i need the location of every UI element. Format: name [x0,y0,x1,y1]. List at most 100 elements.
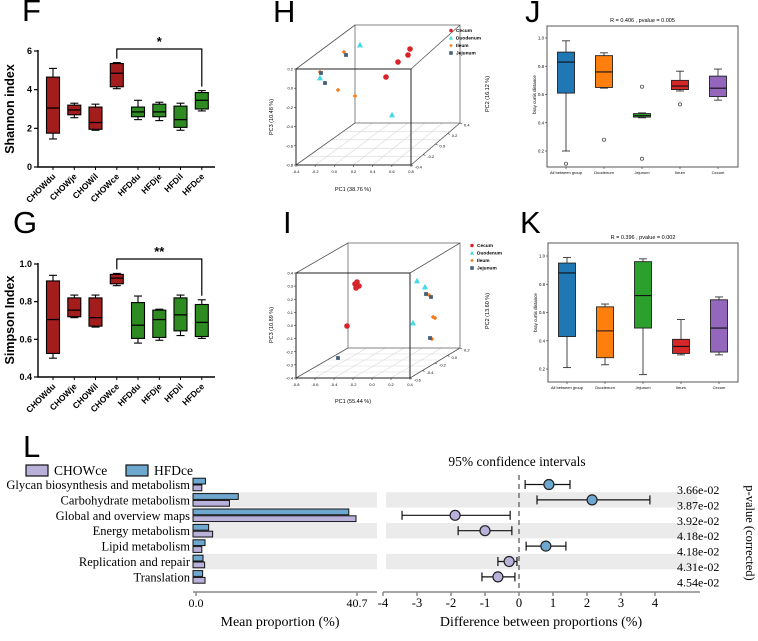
diff-axis-tick: -2 [446,596,456,610]
pc2-tick: 0.0 [452,355,458,360]
box-CHOWdu [45,280,61,355]
legend-marker-cecum [449,28,453,33]
y-tick: 0 [27,162,32,172]
category-label: Translation [134,570,191,584]
y-tick: 1.0 [538,36,545,41]
box-All between group [557,51,575,94]
F-plot: 0246CHOWduCHOWjeCHOWilCHOWceHFDduHFDjeHF… [3,34,215,205]
anosim-boxplot-K: R = 0.396 , pvalue = 0.002 0.2 0.4 0.6 0.8 1.… [533,235,739,390]
panel-F: F 0 2 4 6 CHOWdu CHOWje CHOWil CHOWce HFDdu HFDje… [0,0,245,212]
I-plot: -0.8 -0.6 -0.4 -0.2 0.0 0.2 0.4 0.4 0.3 0.2 0.1 0.0… [269,242,502,405]
diff-axis-tick: -4 [378,596,389,610]
panel-letter-H: H [273,0,296,29]
diff-axis-tick: 2 [584,596,590,610]
point-ileum [335,87,341,93]
y-tick: 0.6 [539,310,546,315]
panel-letter-I: I [283,205,292,240]
box-HFDil [173,105,188,128]
pc3-tick: -0.8 [286,163,294,168]
mean-axis: 0.0 40.7 Mean proportion (%) [189,591,377,630]
significance-bracket [116,258,203,296]
significance-label: * [157,34,163,49]
point-ileum [352,93,358,99]
x-tick-Jejunum: Jejunum [634,170,650,175]
pc3-tick: 0.0 [287,86,293,91]
point-duodenum [388,111,396,118]
panel-H: H -0.4 -0.2 0.0 0.2 0.4 0.6 0.8 0.2 0.0 -0.2 -0.4-… [245,0,507,212]
legend-marker-ileum [449,43,453,48]
box-Duodenum [596,306,614,359]
legend-swatch-HFDce [125,464,149,477]
diff-axis-tick: -1 [480,596,490,610]
y-tick: 0.6 [19,334,32,344]
ci-dot [540,540,552,552]
pc1-axis-label: PC1 (38.76 %) [335,187,371,193]
box-HFDje [152,309,167,339]
box-CHOWje [67,297,82,318]
panel-I: I -0.8 -0.6 -0.4 -0.2 0.0 0.2 0.4 0.4 0.3 0.2 0.1 0… [245,205,507,433]
category-label: Glycan biosynthesis and metabolism [6,478,190,492]
box-Cecum [710,299,728,353]
panel-letter-G: G [13,205,38,240]
diff-axis-tick: -3 [412,596,422,610]
K-plot: R = 0.396 , pvalue = 0.002 0.2 0.4 0.6 0.8 1.… [533,235,739,390]
pc3-tick: 0.4 [287,271,293,276]
legend-label-HFDce: HFDce [154,463,193,478]
pcoa-3d-scatter-genus: -0.4 -0.2 0.0 0.2 0.4 0.6 0.80.20.0-0.2-0.4-0.… [269,24,491,193]
p-value: 4.54e-02 [677,575,719,589]
pc2-tick: 0.2 [452,133,458,138]
point-jejunum [428,336,432,340]
box-Jejunum [634,261,652,329]
pc1-tick: 0.0 [332,169,338,174]
pc2-tick: 0.4 [464,123,470,128]
pc1-tick: 0.8 [408,169,414,174]
box-CHOWil [88,106,103,130]
legend-label-duodenum: Duodenum [477,251,502,257]
shannon-index-boxplot: 0246CHOWduCHOWjeCHOWilCHOWceHFDduHFDjeHF… [3,34,215,205]
ci-dot [543,478,555,491]
point-duodenum [356,41,364,48]
y-tick: 2 [27,123,32,133]
bar-hfdce [192,477,206,485]
pc2-tick: -0.2 [427,154,435,159]
pc3-axis-label: PC3 (10.48 %) [269,99,275,135]
pc3-tick: 0.0 [287,323,293,328]
axis-ticks: -0.8 -0.6 -0.4 -0.2 0.0 0.2 0.4 0.4 0.3 0.2 0.1 0.0… [286,271,470,388]
pc3-tick: -0.2 [286,349,294,354]
rows: Glycan biosynthesis and metabolism 3.66e-… [6,477,719,589]
plot-frame [546,25,739,168]
pc1-axis-label: PC1 (55.44 %) [335,399,371,405]
p-value: 3.92e-02 [677,514,719,528]
bar-chowce [192,546,203,553]
point-cecum [405,52,411,58]
diff-axis-tick: 1 [550,596,556,610]
y-tick: 0.8 [19,297,32,307]
pc2-tick: 0.2 [464,348,470,353]
y-tick: 4 [27,85,32,95]
bar-hfdce [192,570,204,577]
ci-dot [503,555,515,568]
pc1-tick: 0.0 [369,382,375,387]
category-label: Replication and repair [79,555,191,569]
diff-axis-tick: 0 [516,596,522,610]
outlier [639,156,644,161]
panel-letter-J: J [525,0,541,29]
panel-letter-K: K [520,205,541,240]
x-tick-All between group: All between group [551,385,584,390]
significance-label: ** [154,244,165,259]
box-CHOWdu [45,76,61,134]
ci-title: 95% confidence intervals [448,454,585,469]
pc1-tick: -0.8 [293,382,301,387]
pc1-tick: 0.4 [370,169,376,174]
mean-axis-label: Mean proportion (%) [221,615,340,630]
diff-axis-tick: 3 [618,596,624,610]
box-CHOWce [109,273,124,285]
p-value: 3.87e-02 [677,498,719,512]
bar-chowce [192,515,357,523]
ci-dot [492,571,504,583]
pc1-tick: -0.2 [350,382,358,387]
